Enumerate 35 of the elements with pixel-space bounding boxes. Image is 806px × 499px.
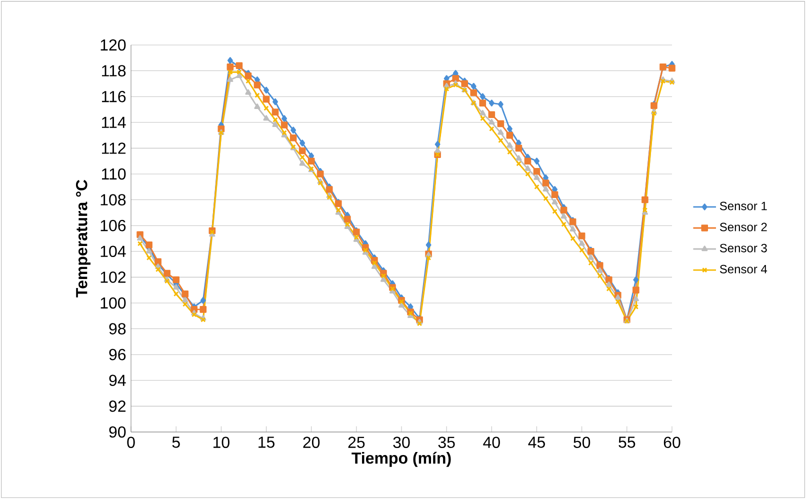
x-axis-title: Tiempo (mín) bbox=[352, 452, 451, 467]
y-tick-label: 104 bbox=[100, 246, 126, 258]
x-tick-label: 40 bbox=[483, 436, 500, 448]
y-tick-label: 92 bbox=[109, 400, 126, 412]
x-tick-label: 30 bbox=[393, 436, 410, 448]
y-tick-label: 120 bbox=[100, 39, 126, 51]
y-tick-label: 98 bbox=[109, 323, 126, 334]
x-tick-label: 60 bbox=[664, 436, 680, 448]
x-tick-label: 50 bbox=[574, 436, 590, 448]
y-tick-label: 116 bbox=[102, 90, 126, 102]
y-tick-label: 102 bbox=[100, 272, 126, 283]
x-tick-label: 0 bbox=[127, 436, 135, 448]
y-tick-label: 110 bbox=[102, 168, 126, 180]
y-tick-label: 94 bbox=[109, 374, 126, 386]
legend-label: Sensor 4 bbox=[720, 264, 768, 274]
y-tick-label: 108 bbox=[100, 194, 126, 206]
y-tick-label: 100 bbox=[100, 297, 126, 309]
y-axis-title: Temperatura °C bbox=[76, 180, 90, 298]
y-tick-label: 106 bbox=[100, 220, 126, 232]
y-tick-label: 96 bbox=[109, 348, 126, 360]
legend-label: Sensor 2 bbox=[720, 222, 767, 232]
y-tick-label: 118 bbox=[102, 65, 126, 76]
y-tick-label: 90 bbox=[109, 426, 126, 438]
x-tick-label: 20 bbox=[303, 436, 320, 448]
x-tick-label: 15 bbox=[258, 436, 274, 448]
x-tick-label: 55 bbox=[618, 436, 636, 448]
y-tick-label: 114 bbox=[102, 116, 126, 128]
legend-label: Sensor 3 bbox=[720, 244, 767, 252]
x-tick-label: 25 bbox=[348, 436, 365, 448]
y-tick-label: 112 bbox=[102, 142, 126, 154]
legend-label: Sensor 1 bbox=[720, 202, 767, 210]
x-tick-label: 35 bbox=[438, 436, 455, 448]
x-tick-label: 10 bbox=[213, 436, 230, 448]
x-tick-label: 5 bbox=[172, 436, 180, 448]
x-tick-label: 45 bbox=[528, 436, 545, 448]
